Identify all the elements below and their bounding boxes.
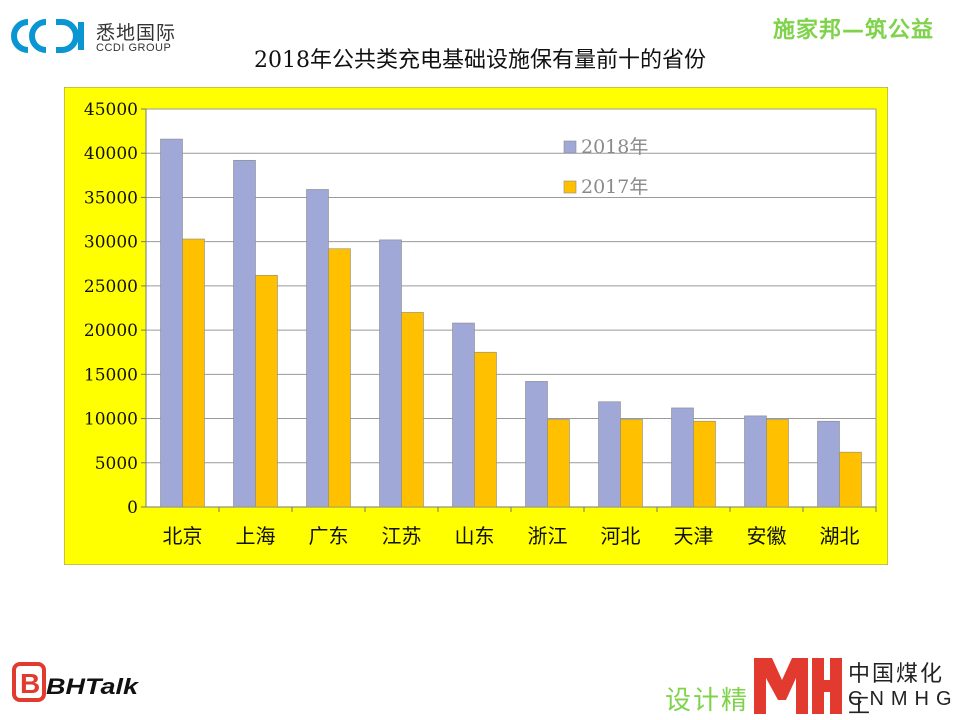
bar-2018年-浙江 xyxy=(525,381,548,508)
tagline: 施家邦—筑公益 xyxy=(772,18,934,43)
bar-2018年-湖北 xyxy=(817,420,840,508)
bar-2018年-山东 xyxy=(452,322,475,508)
bar-chart: 0 5000 10000 15000 20000 25000 30000 35000 40000… xyxy=(63,86,889,566)
ccdi-logo: 悉地国际 CCDI GROUP xyxy=(10,14,200,60)
legend-swatch xyxy=(563,140,577,154)
bar-2018年-北京 xyxy=(160,138,183,508)
x-tick-label: 广东 xyxy=(309,524,349,548)
y-tick-label: 35000 xyxy=(84,188,138,208)
y-tick-label: 25000 xyxy=(84,277,138,297)
mh-logo xyxy=(752,654,844,720)
chart-container: 0 5000 10000 15000 20000 25000 30000 35000 40000… xyxy=(63,86,889,566)
bar-2018年-河北 xyxy=(598,401,621,508)
bar-2017年-上海 xyxy=(255,274,278,508)
bar-2018年-江苏 xyxy=(379,239,402,508)
bar-2018年-上海 xyxy=(233,159,256,508)
x-tick-label: 山东 xyxy=(455,524,495,548)
mh-logo-icon xyxy=(754,658,842,714)
bar-2017年-河北 xyxy=(620,419,643,508)
bar-2017年-广东 xyxy=(328,248,351,508)
bhtalk-logo: B BHTalk xyxy=(12,660,142,708)
partner-logo-en: CNMHG xyxy=(848,688,959,710)
y-tick-label: 15000 xyxy=(84,365,138,385)
company-logo-en: CCDI GROUP xyxy=(96,42,172,54)
x-tick-label: 天津 xyxy=(674,524,714,548)
bar-2017年-湖北 xyxy=(839,451,862,508)
y-tick-label: 5000 xyxy=(95,454,138,474)
bar-2017年-安徽 xyxy=(766,419,789,508)
bar-2018年-广东 xyxy=(306,189,329,508)
x-tick-label: 浙江 xyxy=(528,524,568,548)
company-logo-cn: 悉地国际 xyxy=(96,22,177,44)
y-tick-label: 0 xyxy=(127,498,138,518)
legend-label: 2018年 xyxy=(581,136,648,158)
footer-slogan: 设计精 xyxy=(665,686,750,716)
x-tick-label: 上海 xyxy=(236,524,276,548)
bhtalk-logo-icon: B BHTalk xyxy=(12,662,140,702)
y-tick-label: 30000 xyxy=(84,233,138,253)
ccdi-mark-icon xyxy=(11,19,84,53)
y-tick-label: 40000 xyxy=(84,144,138,164)
partner-logo-cn: 中国煤化工 xyxy=(848,662,945,719)
bar-2017年-天津 xyxy=(693,420,716,508)
y-tick-label: 10000 xyxy=(84,410,138,430)
legend-label: 2017年 xyxy=(581,176,648,198)
bar-2017年-山东 xyxy=(474,351,497,508)
x-tick-label: 湖北 xyxy=(820,524,860,548)
chart-title: 2018年公共类充电基础设施保有量前十的省份 xyxy=(254,48,706,73)
legend-swatch xyxy=(563,180,577,194)
bar-2017年-浙江 xyxy=(547,419,570,508)
x-tick-label: 北京 xyxy=(163,524,203,548)
bar-2017年-北京 xyxy=(182,238,205,508)
y-tick-label: 45000 xyxy=(84,100,138,120)
x-tick-label: 安徽 xyxy=(747,524,787,548)
bhtalk-logo-text: BHTalk xyxy=(46,674,140,699)
y-tick-label: 20000 xyxy=(84,321,138,341)
bar-2018年-安徽 xyxy=(744,415,767,508)
x-tick-label: 江苏 xyxy=(382,524,422,548)
bar-2017年-江苏 xyxy=(401,312,424,508)
svg-text:B: B xyxy=(20,668,40,699)
x-tick-label: 河北 xyxy=(601,524,641,548)
bar-2018年-天津 xyxy=(671,407,694,508)
